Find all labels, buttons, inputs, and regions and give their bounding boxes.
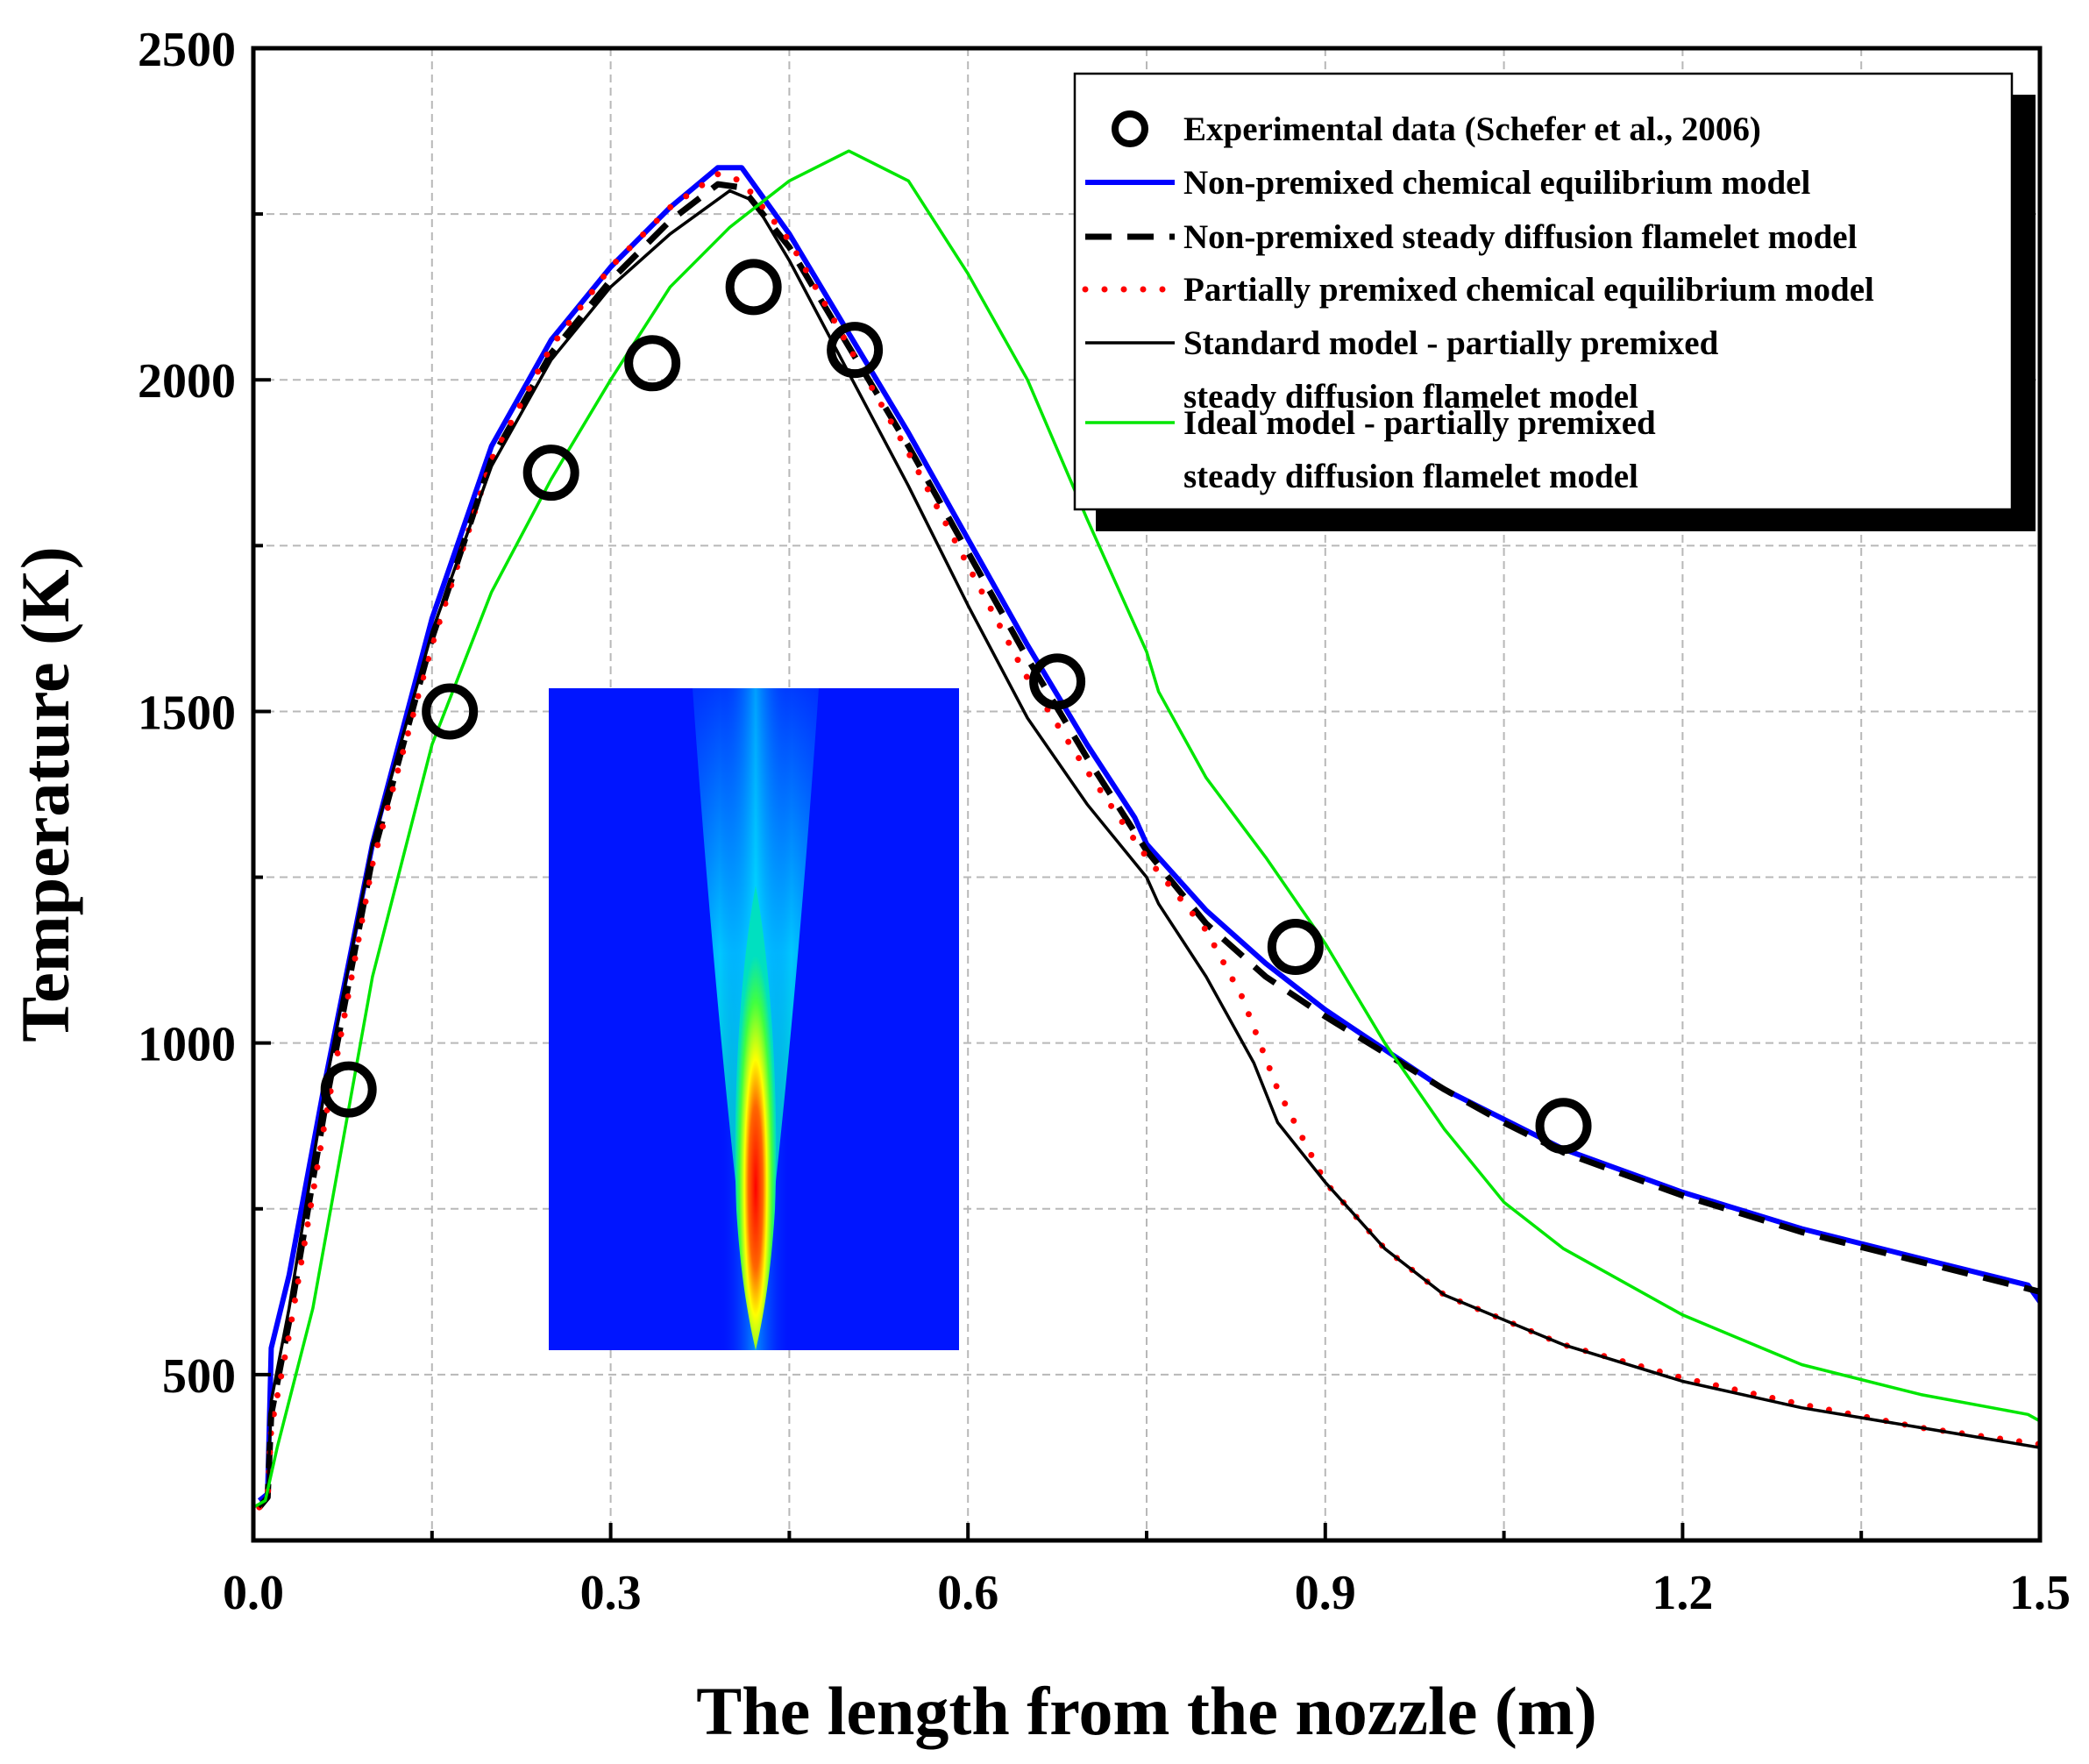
series-line-2 — [257, 181, 2040, 1510]
y-tick-label: 2000 — [138, 354, 236, 409]
legend-label: Ideal model - partially premixed — [1183, 404, 1656, 442]
series-line-5 — [253, 149, 2040, 1509]
legend-label-continuation: steady diffusion flamelet model — [1183, 378, 1638, 416]
legend-label: Experimental data (Schefer et al., 2006) — [1183, 110, 1761, 148]
experimental-data-point — [1535, 1098, 1592, 1155]
y-axis-title: Temperature (K) — [7, 546, 83, 1042]
legend-label: Standard model - partially premixed — [1183, 324, 1719, 362]
experimental-markers — [320, 259, 1592, 1155]
x-tick-label: 0.9 — [1295, 1566, 1356, 1620]
legend-symbol-marker — [1112, 110, 1148, 147]
series-line-4 — [258, 188, 2040, 1509]
x-tick-label: 0.0 — [223, 1566, 284, 1620]
legend-label-continuation: steady diffusion flamelet model — [1183, 458, 1638, 495]
legend-label: Non-premixed steady diffusion flamelet m… — [1183, 218, 1858, 256]
axis-ticks — [252, 46, 2042, 1540]
y-tick-label: 1000 — [138, 1018, 236, 1072]
y-tick-label: 1500 — [138, 686, 236, 740]
experimental-data-point — [624, 335, 681, 392]
legend-label: Non-premixed chemical equilibrium model — [1183, 164, 1810, 202]
legend-label: Partially premixed chemical equilibrium … — [1183, 271, 1874, 309]
legend: Experimental data (Schefer et al., 2006)… — [1073, 72, 2036, 531]
experimental-data-point — [725, 259, 782, 316]
experimental-data-point — [522, 445, 579, 501]
x-tick-label: 0.3 — [580, 1566, 642, 1620]
experimental-data-point — [320, 1061, 377, 1118]
x-tick-label: 0.6 — [937, 1566, 998, 1620]
tick-labels: 0.0 0.3 0.6 0.9 1.2 1.5 500 1000 1500 2000 2500 — [138, 23, 2071, 1620]
legend-box — [1073, 72, 2014, 511]
x-tick-label: 1.5 — [2009, 1566, 2071, 1620]
experimental-data-point — [1267, 918, 1324, 975]
y-tick-label: 500 — [162, 1349, 236, 1404]
flame-contour-inset — [549, 688, 959, 1350]
x-axis-title: The length from the nozzle (m) — [696, 1673, 1597, 1749]
experimental-data-point — [1029, 653, 1086, 710]
y-tick-label: 2500 — [138, 23, 236, 77]
experimental-data-point — [422, 683, 479, 740]
x-tick-label: 1.2 — [1652, 1566, 1713, 1620]
experimental-data-point — [827, 322, 884, 379]
